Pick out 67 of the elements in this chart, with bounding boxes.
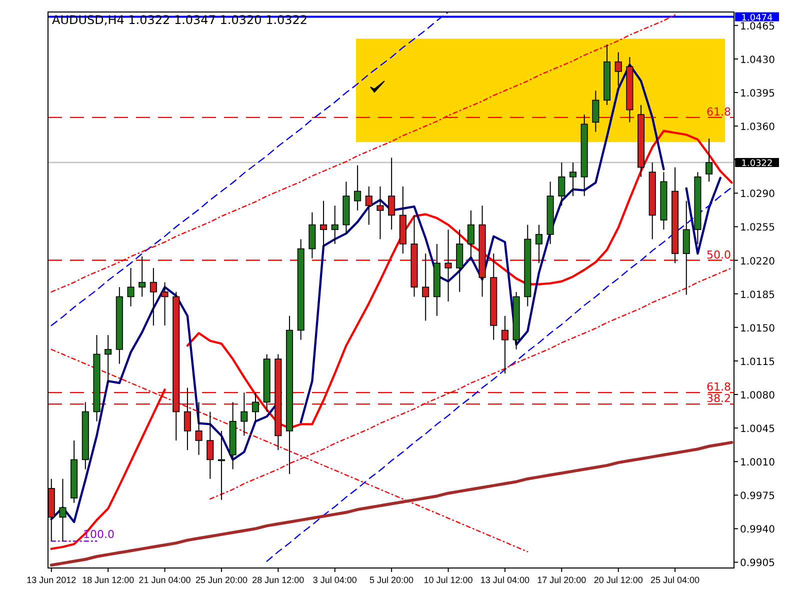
chart-title: AUDUSD,H4 1.0322 1.0347 1.0320 1.0322 bbox=[52, 13, 308, 27]
candlestick bbox=[501, 315, 508, 374]
ref-line-label: 1.0474 bbox=[741, 13, 774, 24]
candlestick bbox=[206, 411, 214, 480]
candlestick bbox=[569, 162, 577, 197]
candlestick bbox=[104, 334, 112, 384]
y-tick-label: 1.0290 bbox=[740, 189, 775, 200]
candlestick bbox=[558, 162, 566, 206]
candlestick bbox=[354, 164, 362, 211]
candlestick bbox=[331, 205, 338, 244]
y-tick-label: 1.0185 bbox=[740, 290, 775, 301]
x-tick-label: 20 Jul 12:00 bbox=[594, 575, 643, 585]
x-tick-label: 25 Jun 20:00 bbox=[195, 575, 248, 585]
candlestick bbox=[184, 387, 191, 451]
candlestick bbox=[240, 392, 248, 436]
y-tick-label: 0.9975 bbox=[740, 491, 775, 502]
candlestick bbox=[444, 229, 452, 302]
candlestick bbox=[682, 200, 690, 296]
y-tick-label: 1.0080 bbox=[740, 390, 775, 402]
candlestick bbox=[127, 267, 134, 307]
candlestick bbox=[376, 186, 384, 240]
series-label: 100.0 bbox=[83, 528, 115, 542]
ref-line-label: 1.0322 bbox=[741, 159, 773, 170]
y-tick-label: 1.0150 bbox=[740, 323, 775, 334]
x-tick-label: 28 Jun 12:00 bbox=[252, 575, 304, 585]
y-tick-label: 0.9905 bbox=[740, 558, 775, 570]
candlestick bbox=[320, 200, 328, 250]
x-tick-label: 13 Jul 04:00 bbox=[480, 575, 530, 585]
y-tick-label: 1.0430 bbox=[740, 54, 775, 66]
candlestick bbox=[592, 90, 600, 132]
candlestick bbox=[388, 157, 396, 230]
y-tick-label: 1.0395 bbox=[740, 88, 775, 100]
y-tick-label: 1.0255 bbox=[740, 222, 775, 234]
annotation: 61.8 bbox=[706, 380, 731, 394]
candlestick bbox=[365, 186, 372, 226]
x-tick-label: 13 Jun 2012 bbox=[26, 575, 76, 585]
candlestick bbox=[252, 392, 260, 422]
y-tick-label: 1.0220 bbox=[740, 256, 775, 268]
candlestick bbox=[138, 256, 146, 298]
x-tick-label: 17 Jul 20:00 bbox=[537, 575, 586, 585]
x-tick-label: 3 Jul 04:00 bbox=[312, 575, 357, 585]
annotation: 50.0 bbox=[706, 248, 731, 262]
y-tick-label: 1.0045 bbox=[740, 424, 775, 436]
annotation: 38.2 bbox=[706, 392, 731, 406]
x-tick-label: 10 Jul 12:00 bbox=[424, 575, 473, 585]
candlestick bbox=[467, 210, 474, 259]
candlestick bbox=[150, 267, 157, 326]
x-tick-label: 18 Jun 12:00 bbox=[82, 575, 134, 585]
x-tick-label: 5 Jul 20:00 bbox=[370, 575, 414, 585]
candlestick bbox=[195, 402, 202, 456]
candlestick bbox=[535, 224, 542, 264]
candlestick bbox=[422, 253, 430, 322]
candlestick bbox=[308, 212, 316, 259]
y-tick-label: 0.9940 bbox=[740, 524, 775, 536]
x-tick-label: 21 Jun 04:00 bbox=[138, 575, 191, 585]
candlestick bbox=[161, 282, 168, 326]
y-tick-label: 1.0010 bbox=[740, 458, 775, 469]
x-tick-label: 25 Jul 04:00 bbox=[650, 575, 700, 585]
candlestick bbox=[456, 229, 464, 292]
y-tick-label: 1.0465 bbox=[740, 21, 775, 32]
candlestick bbox=[706, 138, 713, 182]
y-tick-label: 1.0115 bbox=[740, 356, 775, 368]
candlestick bbox=[614, 52, 622, 86]
y-tick-label: 1.0360 bbox=[740, 122, 775, 134]
line-series bbox=[50, 440, 734, 567]
line-series bbox=[266, 186, 732, 562]
candlestick bbox=[59, 478, 66, 542]
